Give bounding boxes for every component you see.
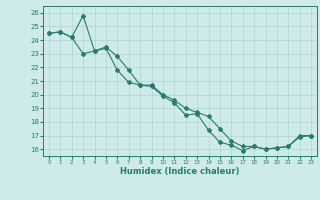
X-axis label: Humidex (Indice chaleur): Humidex (Indice chaleur): [120, 167, 240, 176]
